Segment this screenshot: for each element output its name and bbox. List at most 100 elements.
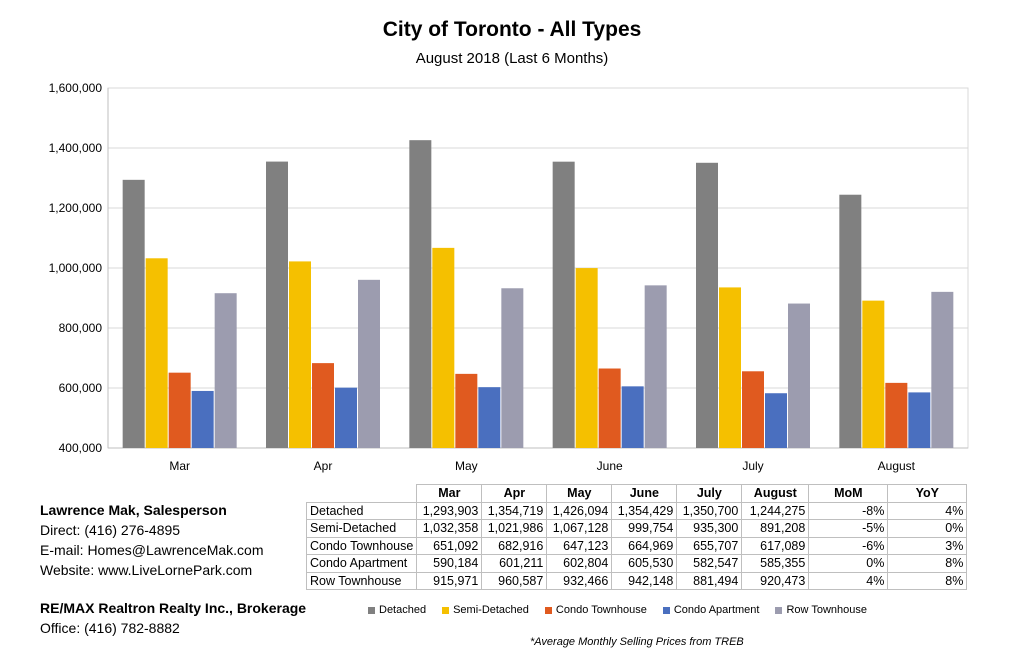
y-tick-label: 400,000 — [59, 441, 103, 455]
table-cell: 647,123 — [546, 536, 613, 555]
bar-semi-detached — [145, 258, 168, 448]
table-cell: 915,971 — [416, 571, 483, 590]
bar-detached — [266, 161, 288, 449]
chart-title: City of Toronto - All Types — [382, 18, 642, 41]
agent-email: E-mail: Homes@LawrenceMak.com — [40, 542, 264, 558]
y-tick-label: 600,000 — [59, 381, 103, 395]
table-cell: 1,354,719 — [481, 501, 548, 520]
bar-row-townhouse — [931, 291, 954, 448]
agent-direct-phone: Direct: (416) 276-4895 — [40, 522, 181, 538]
table-cell: 664,969 — [611, 536, 678, 555]
table-cell: 4% — [887, 501, 968, 520]
table-cell: 0% — [808, 554, 889, 573]
legend-item: Condo Townhouse — [544, 604, 647, 616]
legend-label: Detached — [379, 604, 427, 616]
y-tick-label: 1,600,000 — [49, 81, 103, 95]
table-column-header: MoM — [808, 484, 889, 503]
brokerage-name: RE/MAX Realtron Realty Inc., Brokerage — [40, 600, 307, 616]
bar-detached — [696, 162, 718, 449]
legend-item: Semi-Detached — [442, 604, 529, 616]
table-row-label: Semi-Detached — [305, 519, 418, 538]
table-cell: 0% — [887, 519, 968, 538]
table-cell: -6% — [808, 536, 889, 555]
table-cell: 602,804 — [546, 554, 613, 573]
table-cell: 682,916 — [481, 536, 548, 555]
table-row: Detached 1,293,903 1,354,719 1,426,094 1,354… — [305, 501, 968, 520]
table-cell: -5% — [808, 519, 889, 538]
x-tick-label: July — [742, 459, 763, 473]
table-column-header: May — [546, 484, 613, 503]
bar-condo-townhouse — [598, 368, 621, 448]
agent-website: Website: www.LiveLornePark.com — [40, 562, 253, 578]
bar-semi-detached — [719, 287, 741, 448]
table-row-label: Detached — [305, 501, 418, 520]
bar-semi-detached — [862, 300, 885, 448]
x-tick-label: May — [455, 459, 478, 473]
bar-row-townhouse — [214, 293, 237, 448]
bar-row-townhouse — [644, 285, 667, 448]
legend-label: Semi-Detached — [453, 604, 529, 616]
table-cell: 590,184 — [416, 554, 483, 573]
x-tick-label: June — [597, 459, 623, 473]
table-cell: 1,426,094 — [546, 501, 613, 520]
table-row: Row Townhouse 915,971 960,587 932,466 942,14… — [305, 571, 968, 590]
table-cell: 585,355 — [741, 554, 810, 573]
table-row: Condo Townhouse 651,092 682,916 647,123 664,… — [305, 536, 968, 555]
table-corner — [306, 484, 418, 503]
brokerage-info: RE/MAX Realtron Realty Inc., Brokerage O… — [40, 598, 306, 638]
bar-condo-townhouse — [742, 371, 764, 448]
agent-contact: Lawrence Mak, Salesperson Direct: (416) … — [40, 500, 264, 580]
y-tick-label: 1,000,000 — [49, 261, 103, 275]
chart-subtitle: August 2018 (Last 6 Months) — [415, 50, 609, 67]
bar-detached — [409, 140, 432, 448]
chart-legend: Detached Semi-Detached Condo Townhouse Cond… — [368, 604, 883, 616]
office-phone: Office: (416) 782-8882 — [40, 620, 180, 636]
table-column-header: Apr — [481, 484, 548, 503]
table-cell: 932,466 — [546, 571, 613, 590]
table-cell: 1,067,128 — [546, 519, 613, 538]
bar-condo-apartment — [191, 390, 214, 448]
table-row-label: Condo Apartment — [305, 554, 418, 573]
table-column-header: YoY — [887, 484, 968, 503]
legend-label: Condo Townhouse — [555, 604, 647, 616]
x-tick-label: Apr — [314, 459, 333, 473]
table-cell: 1,032,358 — [416, 519, 483, 538]
bar-semi-detached — [575, 268, 598, 448]
footnote: *Average Monthly Selling Prices from TRE… — [530, 636, 744, 648]
bar-condo-apartment — [621, 386, 644, 448]
bar-semi-detached — [432, 247, 455, 448]
table-cell: 8% — [887, 571, 968, 590]
bar-condo-townhouse — [455, 373, 478, 448]
bar-condo-townhouse — [885, 382, 908, 448]
table-cell: 8% — [887, 554, 968, 573]
bar-semi-detached — [289, 261, 311, 448]
y-tick-label: 800,000 — [59, 321, 103, 335]
table-cell: 1,354,429 — [611, 501, 678, 520]
legend-swatch — [442, 606, 450, 614]
table-column-header: July — [676, 484, 743, 503]
table-cell: 601,211 — [481, 554, 548, 573]
table-cell: 960,587 — [481, 571, 548, 590]
table-cell: 1,021,986 — [481, 519, 548, 538]
legend-swatch — [662, 606, 670, 614]
bar-condo-apartment — [478, 387, 501, 448]
table-cell: 935,300 — [676, 519, 743, 538]
legend-swatch — [544, 606, 552, 614]
table-cell: 1,244,275 — [741, 501, 810, 520]
table-cell: 605,530 — [611, 554, 678, 573]
legend-label: Condo Apartment — [673, 604, 760, 616]
bar-condo-apartment — [908, 392, 931, 448]
table-column-header: Mar — [416, 484, 483, 503]
bar-condo-townhouse — [312, 363, 334, 448]
legend-item: Detached — [368, 604, 426, 616]
table-cell: 942,148 — [611, 571, 678, 590]
table-cell: 655,707 — [676, 536, 743, 555]
legend-swatch — [368, 606, 375, 614]
agent-name: Lawrence Mak, Salesperson — [40, 502, 227, 518]
bar-detached — [122, 179, 145, 448]
bar-detached — [839, 194, 862, 448]
y-tick-label: 1,200,000 — [49, 201, 103, 215]
bar-detached — [552, 161, 575, 448]
legend-item: Condo Apartment — [662, 604, 760, 616]
table-cell: 1,293,903 — [416, 501, 483, 520]
